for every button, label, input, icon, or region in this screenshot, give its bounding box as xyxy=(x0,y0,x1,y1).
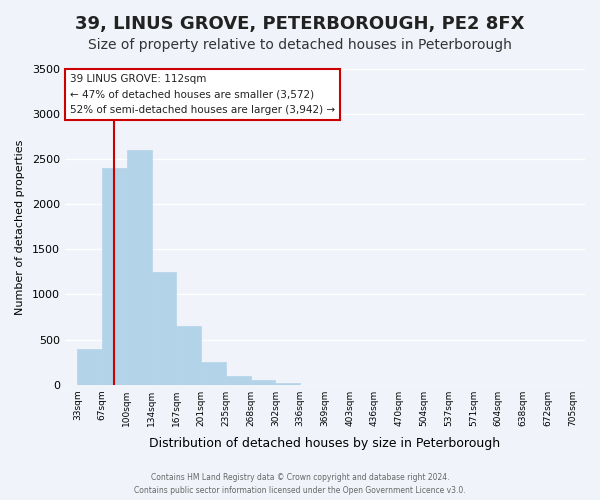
Bar xyxy=(152,272,176,384)
Bar xyxy=(176,326,201,384)
Text: 39 LINUS GROVE: 112sqm
← 47% of detached houses are smaller (3,572)
52% of semi-: 39 LINUS GROVE: 112sqm ← 47% of detached… xyxy=(70,74,335,115)
Bar xyxy=(77,348,102,384)
X-axis label: Distribution of detached houses by size in Peterborough: Distribution of detached houses by size … xyxy=(149,437,500,450)
Bar xyxy=(201,362,226,384)
Text: Size of property relative to detached houses in Peterborough: Size of property relative to detached ho… xyxy=(88,38,512,52)
Text: Contains HM Land Registry data © Crown copyright and database right 2024.
Contai: Contains HM Land Registry data © Crown c… xyxy=(134,474,466,495)
Bar xyxy=(251,380,275,384)
Text: 39, LINUS GROVE, PETERBOROUGH, PE2 8FX: 39, LINUS GROVE, PETERBOROUGH, PE2 8FX xyxy=(75,15,525,33)
Bar xyxy=(102,168,127,384)
Bar xyxy=(127,150,152,384)
Bar xyxy=(275,383,300,384)
Bar xyxy=(226,376,251,384)
Y-axis label: Number of detached properties: Number of detached properties xyxy=(15,139,25,314)
